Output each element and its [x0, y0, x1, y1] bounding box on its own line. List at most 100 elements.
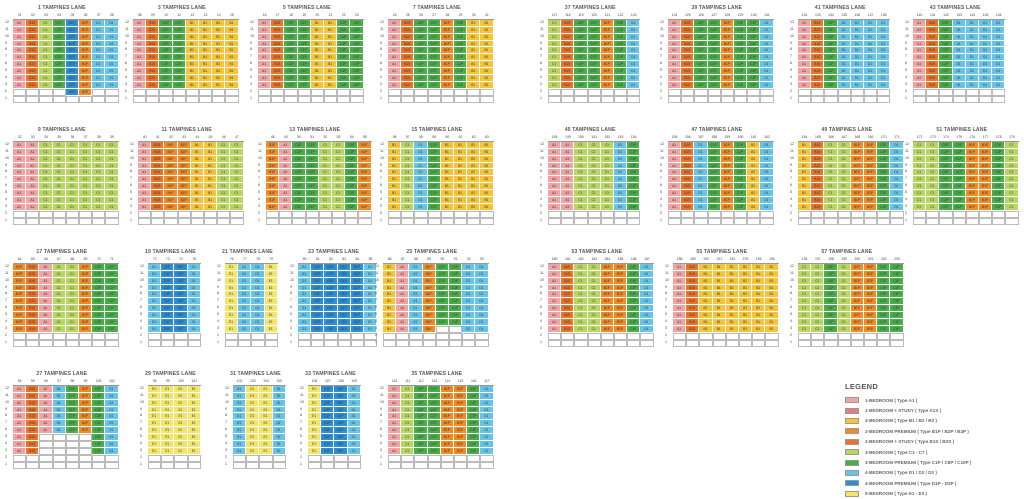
unit-cell[interactable]: C1 — [574, 319, 588, 326]
unit-cell[interactable]: B1S — [811, 68, 825, 76]
unit-cell[interactable]: D1 — [627, 81, 641, 89]
unit-cell-empty[interactable] — [323, 88, 338, 96]
unit-cell[interactable]: C1 — [587, 183, 601, 191]
unit-cell-empty[interactable] — [187, 461, 201, 469]
unit-cell[interactable]: D1 — [475, 277, 489, 285]
unit-cell[interactable]: D1P — [321, 385, 335, 393]
unit-cell-empty[interactable] — [422, 332, 436, 340]
unit-cell-empty[interactable] — [78, 441, 93, 448]
unit-cell[interactable]: C1 — [65, 155, 79, 163]
unit-cell-empty[interactable] — [13, 461, 27, 469]
unit-cell[interactable]: A1 — [668, 54, 682, 62]
unit-cell[interactable]: C1 — [105, 190, 119, 198]
unit-cell[interactable]: D1 — [414, 141, 428, 149]
unit-cell[interactable]: D1 — [238, 270, 252, 278]
unit-cell-empty[interactable] — [913, 210, 927, 218]
unit-cell[interactable]: B1S — [811, 197, 825, 204]
unit-cell[interactable]: B1S — [151, 169, 165, 177]
unit-cell[interactable]: B1 — [310, 54, 324, 62]
unit-cell[interactable]: B1S — [401, 19, 415, 27]
unit-cell-empty[interactable] — [939, 95, 953, 103]
unit-cell[interactable]: D1 — [992, 61, 1006, 69]
unit-cell[interactable]: C1P — [159, 40, 173, 48]
unit-cell[interactable]: B1S — [271, 47, 285, 55]
unit-cell[interactable]: C1P — [305, 197, 319, 204]
unit-cell[interactable]: C1P — [92, 263, 106, 271]
unit-cell-empty[interactable] — [212, 88, 226, 96]
unit-cell[interactable]: D1 — [965, 33, 979, 41]
unit-cell[interactable]: C1P — [92, 298, 106, 306]
unit-cell[interactable]: B1 — [747, 183, 761, 191]
unit-cell[interactable]: C1P — [613, 61, 628, 69]
unit-cell[interactable]: B1 — [185, 81, 199, 89]
unit-cell[interactable]: A1 — [39, 312, 53, 320]
unit-cell[interactable]: C1P — [747, 75, 761, 82]
unit-cell[interactable]: D1 — [694, 162, 708, 170]
unit-cell[interactable]: B1P — [978, 155, 993, 163]
unit-cell[interactable]: C1P — [733, 26, 748, 34]
unit-cell[interactable]: C1 — [913, 169, 927, 177]
unit-cell[interactable]: C1P — [587, 68, 601, 76]
unit-cell[interactable]: C1 — [105, 162, 119, 170]
unit-cell[interactable]: C1P — [65, 392, 79, 400]
unit-cell[interactable]: B1 — [467, 162, 481, 170]
unit-cell-empty[interactable] — [448, 339, 463, 347]
unit-cell[interactable]: B1P — [720, 141, 734, 149]
unit-cell[interactable]: B1 — [712, 277, 726, 285]
unit-cell[interactable]: A1 — [13, 392, 27, 400]
unit-cell-empty[interactable] — [105, 339, 119, 347]
unit-cell[interactable]: B1S — [26, 33, 40, 41]
unit-cell[interactable]: D1 — [105, 420, 119, 428]
unit-cell[interactable]: B1P — [358, 203, 372, 211]
unit-cell[interactable]: C1P — [414, 406, 428, 414]
unit-cell[interactable]: B1P — [177, 162, 191, 170]
unit-cell[interactable]: D1P — [334, 385, 348, 393]
unit-cell[interactable]: B1 — [225, 61, 239, 69]
unit-cell[interactable]: B1S — [151, 203, 165, 211]
unit-cell[interactable]: D1 — [760, 169, 774, 177]
unit-cell-empty[interactable] — [694, 217, 708, 225]
unit-cell[interactable]: B1 — [798, 169, 812, 177]
unit-cell[interactable]: B1P — [164, 183, 178, 191]
unit-cell[interactable]: B1P — [266, 169, 280, 177]
unit-cell[interactable]: C1P — [877, 325, 891, 333]
unit-cell[interactable]: B1 — [699, 298, 713, 306]
unit-cell-empty[interactable] — [712, 332, 726, 340]
unit-cell[interactable]: D1 — [627, 33, 641, 41]
unit-cell[interactable]: B1P — [78, 26, 93, 34]
unit-cell[interactable]: B1P — [177, 176, 191, 184]
unit-cell[interactable]: B1S — [146, 81, 160, 89]
unit-cell[interactable]: B1P — [453, 420, 468, 428]
unit-cell-empty[interactable] — [65, 434, 79, 442]
unit-cell[interactable]: C1 — [92, 183, 106, 191]
unit-cell[interactable]: B1P — [422, 319, 436, 326]
unit-cell[interactable]: D1 — [187, 319, 201, 326]
unit-cell-empty[interactable] — [686, 339, 700, 347]
unit-cell[interactable]: C1P — [427, 26, 441, 34]
unit-cell[interactable]: C1 — [65, 312, 79, 320]
unit-cell[interactable]: D1 — [760, 75, 774, 82]
unit-cell[interactable]: B1S — [811, 155, 825, 163]
unit-cell[interactable]: B1S — [561, 319, 575, 326]
unit-cell[interactable]: B1 — [388, 203, 402, 211]
unit-cell[interactable]: B1P — [600, 291, 614, 299]
unit-cell-empty[interactable] — [26, 339, 40, 347]
unit-cell[interactable]: B1 — [388, 155, 402, 163]
unit-cell[interactable]: B1 — [480, 47, 494, 55]
unit-cell-empty[interactable] — [738, 339, 753, 347]
unit-cell[interactable]: A1 — [138, 169, 152, 177]
unit-cell[interactable]: B1P — [440, 392, 454, 400]
unit-cell[interactable]: C1 — [331, 197, 346, 204]
unit-cell[interactable]: D1 — [462, 325, 476, 333]
unit-cell-empty[interactable] — [453, 461, 468, 469]
unit-cell[interactable]: D1 — [965, 75, 979, 82]
unit-cell[interactable]: C1 — [52, 155, 66, 163]
unit-cell[interactable]: B1S — [26, 19, 40, 27]
unit-cell[interactable]: E1 — [308, 399, 322, 407]
unit-cell[interactable]: C1P — [952, 203, 966, 211]
unit-cell[interactable]: C1P — [414, 399, 428, 407]
unit-cell[interactable]: C1P — [733, 190, 748, 198]
unit-cell[interactable]: D1P — [337, 263, 351, 271]
unit-cell[interactable]: B1 — [440, 176, 454, 184]
unit-cell[interactable]: B1P — [440, 441, 454, 448]
